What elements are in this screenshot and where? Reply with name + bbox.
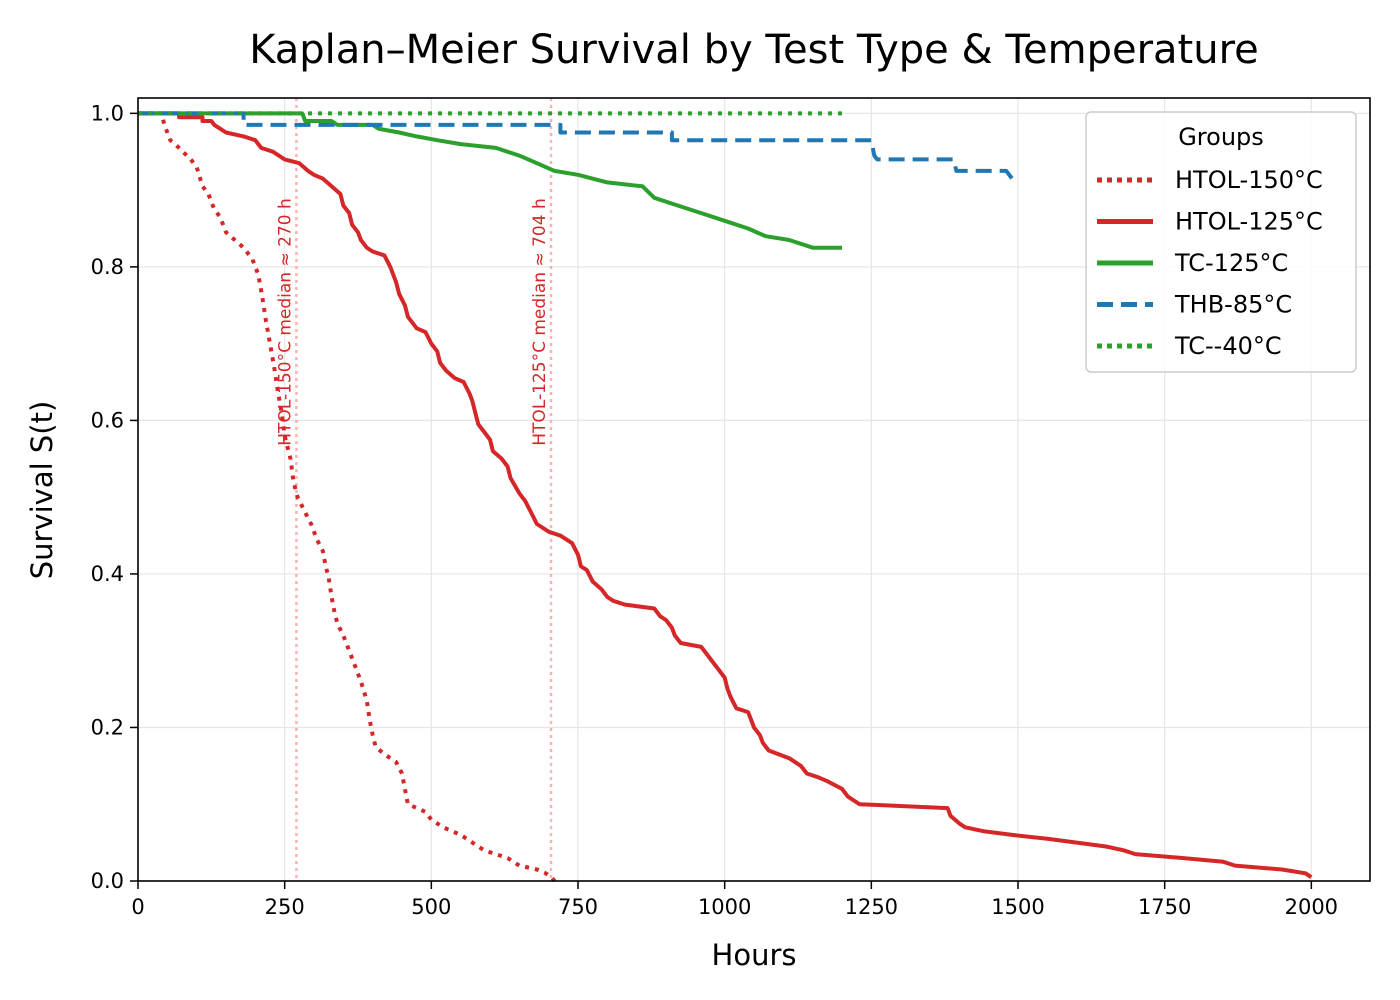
x-tick-label: 500	[411, 895, 451, 919]
legend-title: Groups	[1178, 123, 1264, 151]
x-tick-label: 1250	[845, 895, 898, 919]
legend-label: THB-85°C	[1174, 291, 1292, 319]
plot-frame	[137, 97, 1371, 882]
y-tick-label: 0.0	[91, 869, 124, 893]
median-label: HTOL-150°C median ≈ 270 h	[275, 198, 295, 445]
chart-title: Kaplan–Meier Survival by Test Type & Tem…	[249, 27, 1259, 73]
median-label: HTOL-125°C median ≈ 704 h	[530, 198, 550, 445]
legend-label: HTOL-125°C	[1175, 208, 1323, 236]
legend-label: TC--40°C	[1174, 332, 1282, 360]
series-line-3	[138, 111, 1020, 185]
legend-label: HTOL-150°C	[1175, 166, 1323, 194]
y-tick-label: 0.2	[91, 715, 124, 739]
x-tick-label: 1750	[1138, 895, 1191, 919]
x-tick-label: 1000	[698, 895, 751, 919]
y-axis-ticks: 0.0 0.2 0.4 0.6 0.8 1.0	[91, 101, 138, 893]
y-axis-label: Survival S(t)	[25, 401, 59, 580]
x-tick-label: 0	[131, 895, 144, 919]
x-tick-label: 250	[265, 895, 305, 919]
median-annotations: HTOL-150°C median ≈ 270 h HTOL-125°C medi…	[275, 98, 553, 881]
y-tick-label: 0.8	[91, 255, 124, 279]
x-tick-label: 750	[558, 895, 598, 919]
series-layer	[138, 111, 1313, 883]
series-line-1	[138, 111, 1313, 879]
x-tick-label: 1500	[991, 895, 1044, 919]
legend: Groups HTOL-150°C HTOL-125°C TC-125°C THB-8…	[1085, 111, 1357, 373]
legend-box	[1085, 111, 1357, 373]
x-axis-label: Hours	[712, 938, 797, 972]
series-line-0	[138, 111, 557, 883]
y-tick-label: 0.6	[91, 408, 124, 432]
x-axis-ticks: 0 250 500 750 1000 1250 1500 1750 2000	[131, 881, 1338, 919]
y-tick-label: 1.0	[91, 101, 124, 125]
y-tick-label: 0.4	[91, 562, 124, 586]
x-tick-label: 2000	[1285, 895, 1338, 919]
legend-label: TC-125°C	[1174, 249, 1288, 277]
